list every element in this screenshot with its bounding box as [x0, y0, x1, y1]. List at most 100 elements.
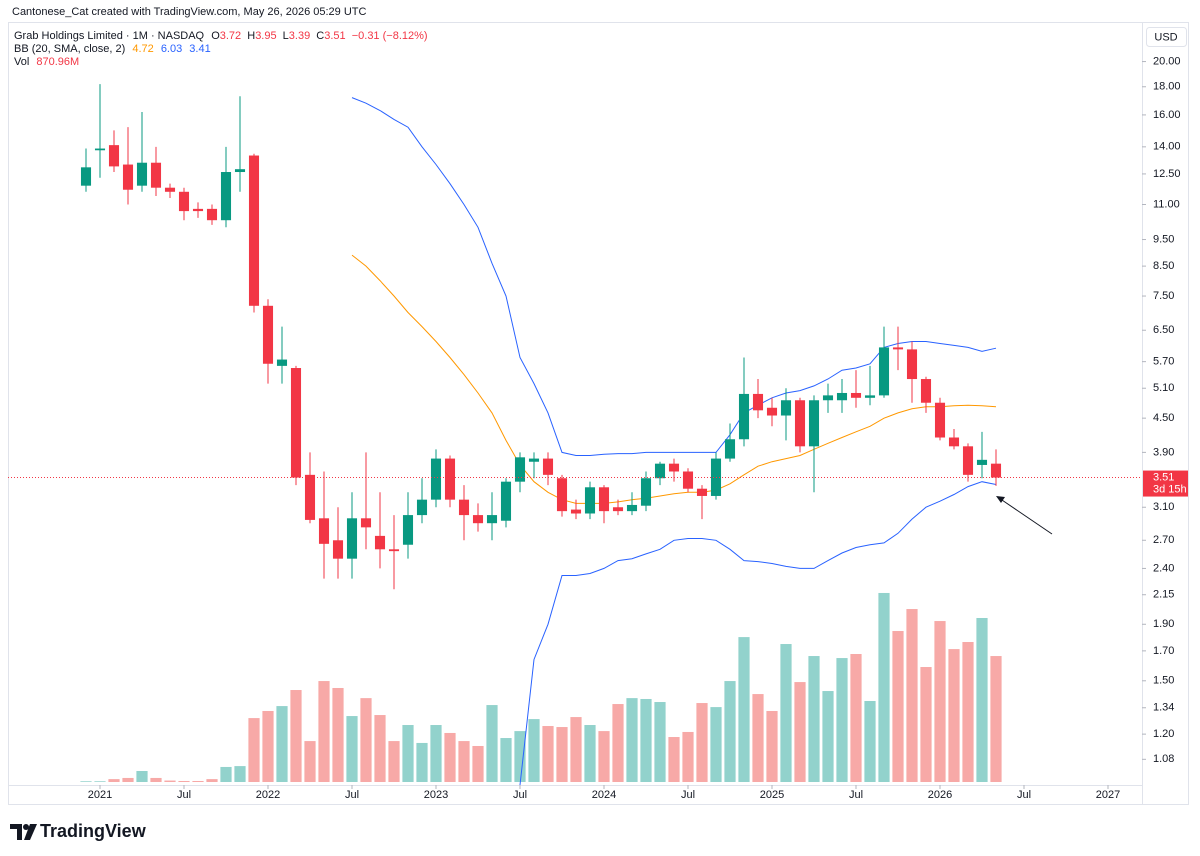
basis-value: 4.72 [132, 43, 153, 55]
candle-body [570, 509, 582, 514]
candle-body [164, 187, 176, 192]
volume-bar [990, 656, 1002, 782]
volume-bar [780, 644, 792, 782]
countdown: 3d 15h [1153, 483, 1187, 495]
x-tick-label: 2023 [424, 789, 448, 801]
volume-bar [416, 742, 428, 782]
ohlc-value: 3.39 [289, 30, 310, 42]
volume-bar [640, 698, 652, 782]
volume-bar [766, 710, 778, 782]
volume-bar [514, 731, 526, 782]
y-tick-label: 9.50 [1153, 233, 1174, 245]
y-tick-label: 7.50 [1153, 290, 1174, 302]
legend: Grab Holdings Limited · 1M · NASDAQ O3.7… [14, 30, 428, 68]
volume-legend: Vol 870.96M [14, 56, 79, 68]
candle-body [612, 507, 624, 512]
volume-bar [542, 726, 554, 782]
y-tick-label: 18.00 [1153, 81, 1181, 93]
volume-bar [150, 777, 162, 782]
volume-bar [808, 656, 820, 782]
volume-bar [906, 609, 918, 782]
y-tick-label: 2.40 [1153, 562, 1174, 574]
volume-bar [430, 725, 442, 782]
candle-body [234, 169, 246, 173]
candle-body [94, 148, 106, 151]
candle-body [976, 459, 988, 465]
y-tick-label: 11.00 [1153, 198, 1180, 210]
candle-body [486, 515, 498, 524]
volume-bar [654, 702, 666, 782]
y-tick-label: 12.50 [1153, 168, 1181, 180]
volume-bar [598, 731, 610, 782]
volume-bar [626, 698, 638, 782]
volume-bar [304, 741, 316, 782]
x-tick-label: Jul [513, 789, 527, 801]
y-tick-label: 1.34 [1153, 702, 1174, 714]
currency-button[interactable] [1146, 27, 1187, 47]
volume-bar [374, 715, 386, 782]
candle-body [738, 393, 750, 440]
candle-body [430, 458, 442, 500]
candle-body [332, 540, 344, 559]
x-tick-label: Jul [177, 789, 191, 801]
candle-body [416, 499, 428, 516]
y-tick-label: 4.50 [1153, 412, 1174, 424]
candle-body [458, 499, 470, 516]
candle-body [850, 392, 862, 398]
volume-bar [752, 694, 764, 782]
candle-body [934, 402, 946, 438]
volume-bar [794, 682, 806, 782]
ohlc-letter: L [283, 30, 289, 42]
candle-body [948, 437, 960, 447]
candle-body [822, 395, 834, 401]
candle-body [528, 458, 540, 462]
volume-bar [136, 771, 148, 782]
y-tick-label: 3.90 [1153, 446, 1174, 458]
currency[interactable]: USD [1154, 31, 1177, 43]
volume-bar [864, 701, 876, 782]
candle-body [360, 518, 372, 528]
annotation-arrow [996, 496, 1053, 535]
volume-bar [850, 654, 862, 782]
candle-body [444, 458, 456, 500]
volume-bar [444, 732, 456, 782]
y-tick-label: 5.10 [1153, 382, 1174, 394]
candle-body [402, 515, 414, 545]
volume-bar [122, 777, 134, 782]
axis-layer: 1.08 1.20 1.34 1.50 1.70 1.90 2.15 2.40 2.70 3.10… [8, 55, 1188, 801]
ohlc-letter: H [247, 30, 255, 42]
candle-body [108, 145, 120, 167]
volume-bar [108, 779, 120, 782]
candle-body [682, 471, 694, 489]
volume-bar [318, 681, 330, 782]
candle-body [836, 392, 848, 401]
x-tick-label: 2022 [256, 789, 280, 801]
y-tick-label: 3.10 [1153, 501, 1174, 513]
candle-body [668, 463, 680, 472]
y-tick-label: 16.00 [1153, 109, 1181, 121]
candle-body [80, 167, 92, 186]
volume-title: Vol [14, 56, 29, 68]
band-line [519, 481, 997, 786]
chart-frame [8, 22, 1189, 805]
candle-body [374, 535, 386, 550]
x-tick-label: 2024 [592, 789, 616, 801]
volume-bar [290, 690, 302, 782]
volume-bar [220, 766, 232, 782]
candle-body [556, 478, 568, 512]
y-tick-label: 8.50 [1153, 260, 1174, 272]
candle-body [864, 395, 876, 398]
arrow-head [996, 496, 1005, 503]
candle-body [766, 407, 778, 416]
volume-bar [570, 717, 582, 782]
x-tick-label: 2025 [760, 789, 784, 801]
candle-body [136, 162, 148, 186]
candle-body [962, 446, 974, 475]
x-tick-label: Jul [681, 789, 695, 801]
ohlc-value: 3.51 [324, 30, 345, 42]
candle-body [584, 487, 596, 514]
volume-bar [346, 716, 358, 782]
y-tick-label: 1.08 [1153, 753, 1174, 765]
candle-body [346, 518, 358, 559]
candle-body [808, 400, 820, 447]
